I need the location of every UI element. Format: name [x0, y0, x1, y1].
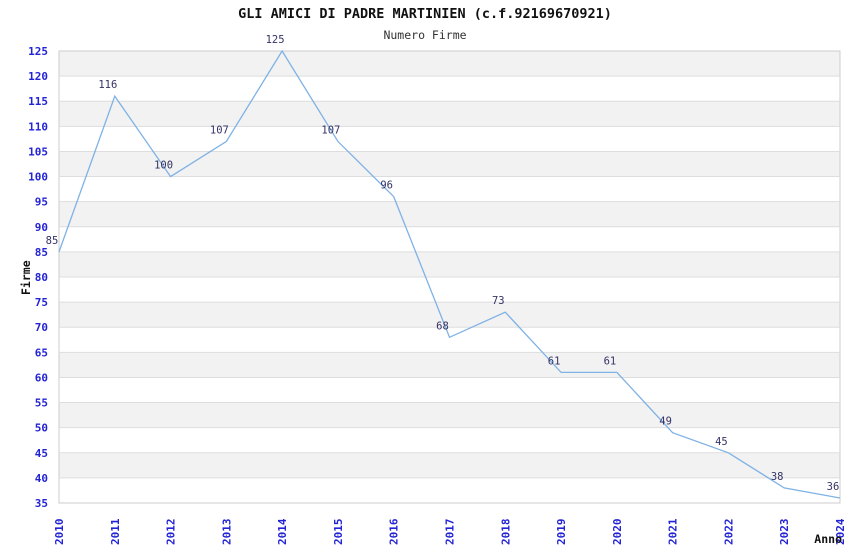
x-tick-label: 2013 [220, 519, 233, 546]
y-tick-label: 105 [28, 145, 48, 158]
data-point-label: 45 [715, 436, 728, 448]
y-tick-label: 60 [35, 371, 48, 384]
x-tick-label: 2014 [276, 518, 289, 545]
data-point-label: 73 [492, 295, 505, 307]
y-tick-label: 55 [35, 397, 48, 410]
data-line [58, 49, 841, 499]
y-tick-label: 70 [35, 321, 48, 334]
data-point-label: 36 [827, 481, 840, 493]
y-tick-label: 125 [28, 45, 48, 58]
y-tick-label: 95 [35, 196, 48, 209]
data-point-label: 116 [98, 79, 117, 91]
plot-band [59, 251, 840, 277]
y-tick-label: 45 [35, 447, 48, 460]
y-tick-label: 35 [35, 497, 48, 510]
plot-band [59, 352, 840, 378]
x-tick-label: 2019 [555, 519, 568, 546]
data-point-label: 107 [210, 124, 229, 136]
plot-band [59, 302, 840, 328]
data-point-label: 68 [436, 320, 449, 332]
data-point-label: 125 [266, 34, 285, 46]
data-point-label: 85 [46, 235, 59, 247]
data-point-label: 61 [604, 355, 617, 367]
data-point-label: 96 [380, 180, 393, 192]
plot-band [59, 201, 840, 227]
x-tick-label: 2020 [611, 519, 624, 546]
data-point-labels: 85 116 100 107 125 107 96 68 73 61 61 49 45 38 36 [46, 34, 840, 493]
y-axis-title: Firme [19, 260, 33, 295]
x-tick-label: 2018 [499, 519, 512, 546]
data-point-label: 38 [771, 471, 784, 483]
y-tick-label: 40 [35, 472, 48, 485]
x-tick-label: 2024 [834, 518, 847, 545]
x-axis-title: Anno [814, 532, 842, 546]
y-tick-label: 85 [35, 246, 48, 259]
plot-bands [59, 51, 840, 478]
y-tick-label: 100 [28, 171, 48, 184]
y-tick-label: 75 [35, 296, 48, 309]
y-tick-label: 65 [35, 346, 48, 359]
x-tick-label: 2015 [332, 519, 345, 546]
plot-band [59, 51, 840, 77]
y-tick-label: 90 [35, 221, 48, 234]
data-point-label: 61 [548, 355, 561, 367]
x-tick-label: 2017 [444, 519, 457, 546]
x-axis-tick-labels: 2010 2011 2012 2013 2014 2015 2016 2017 2018 2019… [53, 518, 847, 545]
y-tick-label: 80 [35, 271, 48, 284]
plot-band [59, 402, 840, 428]
plot-band [59, 151, 840, 177]
x-tick-label: 2021 [667, 518, 680, 545]
y-tick-label: 115 [28, 95, 48, 108]
gridlines [59, 75, 840, 479]
plot-band [59, 452, 840, 478]
y-axis-tick-labels: 35 40 45 50 55 60 65 70 75 80 85 90 95 100 105 110 115 12… [28, 45, 48, 510]
data-point-label: 49 [659, 416, 672, 428]
y-tick-label: 120 [28, 70, 48, 83]
y-tick-label: 110 [28, 120, 48, 133]
x-tick-label: 2010 [53, 519, 66, 546]
y-tick-label: 50 [35, 422, 48, 435]
chart-subtitle: Numero Firme [383, 28, 466, 42]
x-tick-label: 2012 [165, 519, 178, 546]
plot-band [59, 101, 840, 127]
data-point-label: 100 [154, 160, 173, 172]
x-tick-label: 2023 [778, 519, 791, 546]
x-tick-label: 2022 [722, 519, 735, 546]
chart-title: GLI AMICI DI PADRE MARTINIEN (c.f.921696… [238, 6, 612, 22]
x-tick-label: 2011 [109, 518, 122, 545]
x-tick-label: 2016 [388, 518, 401, 545]
data-point-label: 107 [321, 124, 340, 136]
